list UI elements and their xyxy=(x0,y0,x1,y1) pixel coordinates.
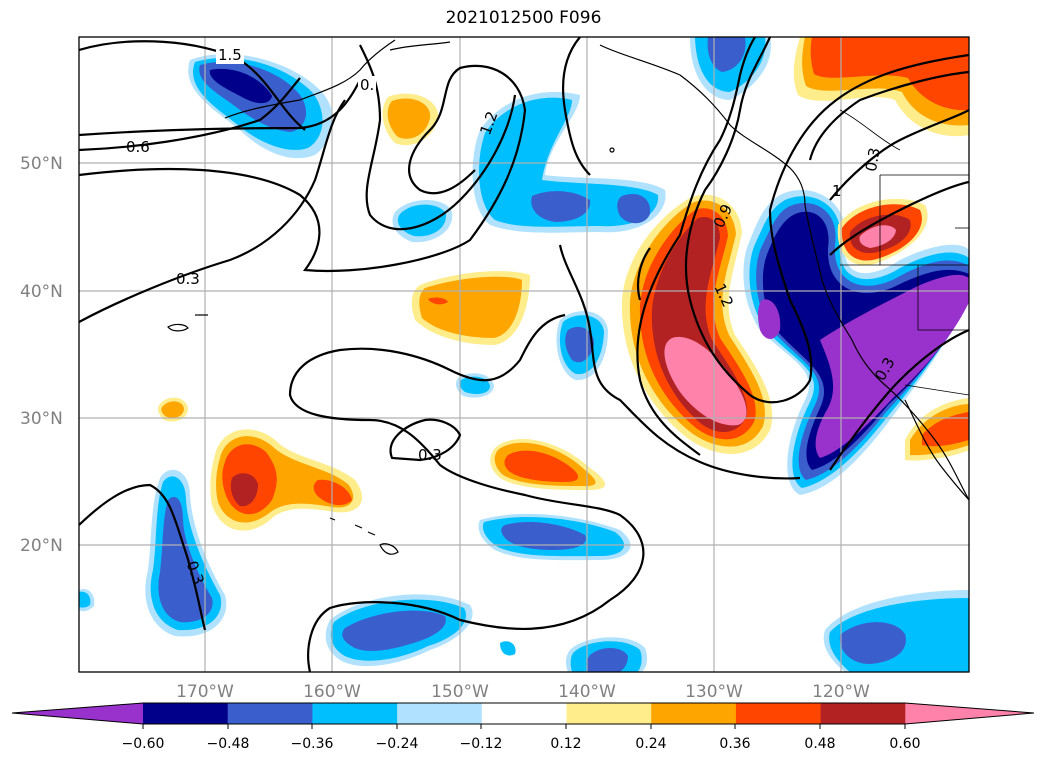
anomaly-orange-north xyxy=(382,93,439,146)
lat-label-30n: 30°N xyxy=(20,409,63,429)
colorbar-tick-label: 0.24 xyxy=(635,736,666,752)
lat-label-50n: 50°N xyxy=(20,154,63,174)
colorbar-cell xyxy=(651,703,737,724)
colorbar-tick-label: 0.36 xyxy=(719,736,750,752)
colorbar-tick-label: 0.12 xyxy=(550,736,581,752)
colorbar-tick-label: −0.24 xyxy=(376,736,419,752)
anomaly-aleutian-negative xyxy=(188,54,333,159)
anomaly-coastal-negative-band xyxy=(743,190,969,495)
colorbar-extend-right xyxy=(905,703,1034,724)
colorbar-cell xyxy=(143,703,229,724)
anomaly-south-negative xyxy=(325,594,473,667)
colorbar-cell xyxy=(820,703,906,724)
anomaly-central-south-positive xyxy=(490,438,605,490)
anomaly-baja-positive xyxy=(905,398,969,461)
anomaly-south-central-negative xyxy=(565,637,648,672)
colorbar-ticks xyxy=(142,724,906,729)
lon-label-170w: 170°W xyxy=(176,682,234,702)
anomaly-west-edge-negative xyxy=(79,588,95,612)
state-borders xyxy=(839,109,969,396)
colorbar-cells xyxy=(12,703,1034,724)
lon-label-140w: 140°W xyxy=(558,682,616,702)
colorbar-cell xyxy=(227,703,313,724)
coastlines xyxy=(167,39,969,555)
anomaly-central-blue-band xyxy=(472,91,666,233)
colorbar-tick-label: −0.48 xyxy=(207,736,250,752)
colorbar-cell xyxy=(735,703,822,724)
contour-label-0: 0. xyxy=(360,76,374,94)
contour-label-1-5: 1.5 xyxy=(218,46,242,64)
map-plot-area: 1.5 0. 1.2 0.6 0.9 1.2 0.3 1 0.3 0.3 0.3… xyxy=(79,37,969,672)
lon-label-150w: 150°W xyxy=(431,682,489,702)
colorbar-tick-label: −0.60 xyxy=(122,736,165,752)
anomaly-california-positive xyxy=(837,198,928,266)
contour-label-0-6: 0.6 xyxy=(126,138,150,156)
anomaly-tiny-blue xyxy=(500,641,516,656)
map-frame xyxy=(78,36,970,673)
anomaly-southwest-positive xyxy=(210,429,363,531)
anomaly-midpacific-orange xyxy=(411,271,530,345)
contour-label-0-3-hawaii: 0.3 xyxy=(418,446,442,464)
contour-label-1: 1 xyxy=(832,182,842,200)
map-gridlines xyxy=(79,37,969,672)
colorbar: −0.60 −0.48 −0.36 −0.24 −0.12 0.12 0.24 … xyxy=(11,702,1035,752)
map-title: 2021012500 F096 xyxy=(445,8,602,28)
lon-label-160w: 160°W xyxy=(303,682,361,702)
colorbar-tick-label: −0.36 xyxy=(291,736,334,752)
contour-label-0-3-west: 0.3 xyxy=(176,270,200,288)
lat-label-20n: 20°N xyxy=(20,536,63,556)
contour-label-0-3-canada: 0.3 xyxy=(862,146,884,173)
anomaly-southeast-negative xyxy=(823,590,969,672)
colorbar-cell xyxy=(312,703,398,724)
colorbar-tick-label: 0.60 xyxy=(889,736,920,752)
colorbar-extend-left xyxy=(12,703,143,724)
colorbar-tick-label: −0.12 xyxy=(460,736,503,752)
lat-label-40n: 40°N xyxy=(20,282,63,302)
colorbar-tick-label: 0.48 xyxy=(804,736,835,752)
contour-lines xyxy=(79,37,969,672)
lon-label-120w: 120°W xyxy=(812,682,870,702)
colorbar-cell xyxy=(566,703,652,724)
anomaly-orange-small-west xyxy=(157,397,188,422)
anomaly-south-hawaii-negative xyxy=(478,513,631,561)
lon-label-130w: 130°W xyxy=(685,682,743,702)
colorbar-cell xyxy=(481,703,567,724)
colorbar-cell xyxy=(397,703,483,724)
